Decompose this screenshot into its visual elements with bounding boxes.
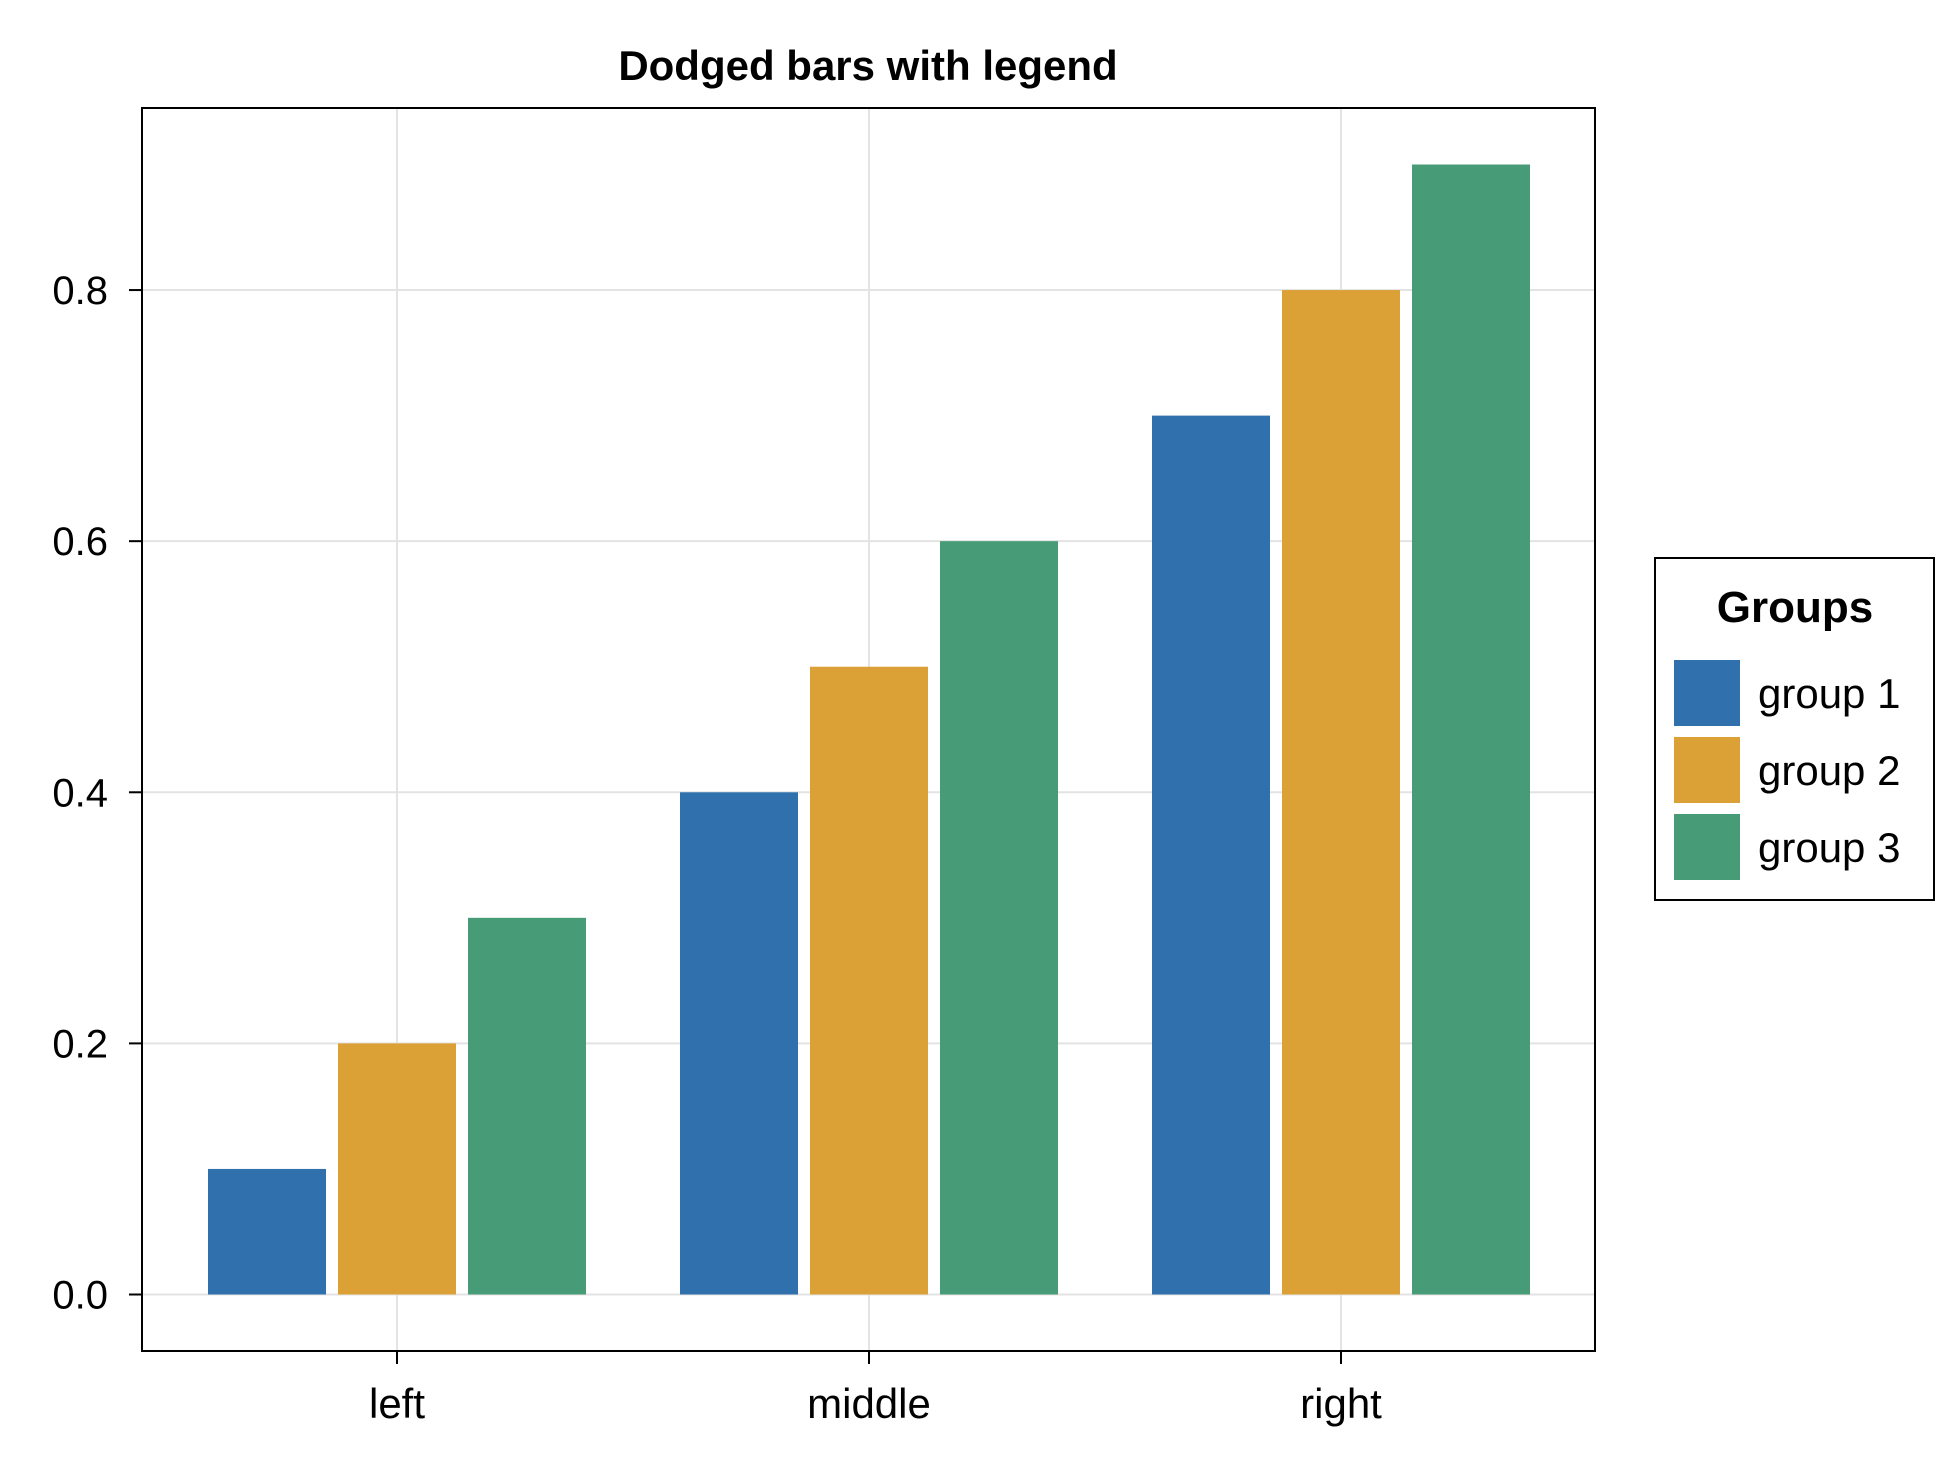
bar-group-1-middle	[680, 792, 798, 1295]
bar-group-3-right	[1412, 164, 1530, 1295]
legend-swatch	[1674, 737, 1740, 803]
bar-group-2-right	[1282, 290, 1400, 1295]
x-tick-label: right	[1300, 1380, 1382, 1427]
y-tick-label: 0.0	[52, 1274, 108, 1318]
bar-group-3-left	[468, 917, 586, 1295]
chart-title: Dodged bars with legend	[618, 42, 1117, 89]
y-tick-label: 0.4	[52, 771, 108, 815]
x-axis: left middle right	[369, 1351, 1382, 1427]
bar-group-1-right	[1152, 415, 1270, 1295]
bar-group-1-left	[208, 1168, 326, 1295]
y-tick-label: 0.6	[52, 520, 108, 564]
y-tick-label: 0.2	[52, 1022, 108, 1066]
legend-label: group 1	[1758, 670, 1900, 717]
legend-swatch	[1674, 814, 1740, 880]
bar-group-2-left	[338, 1043, 456, 1295]
legend-label: group 3	[1758, 824, 1900, 871]
legend-swatch	[1674, 660, 1740, 726]
bar-group-2-middle	[810, 666, 928, 1295]
legend-title: Groups	[1717, 583, 1873, 632]
legend-label: group 2	[1758, 747, 1900, 794]
bar-group-3-middle	[940, 541, 1058, 1295]
x-tick-label: left	[369, 1380, 425, 1427]
x-tick-label: middle	[807, 1380, 931, 1427]
y-axis: 0.0 0.2 0.4 0.6 0.8	[52, 269, 142, 1318]
bars	[208, 164, 1530, 1295]
legend-items: group 1 group 2 group 3	[1674, 660, 1900, 880]
y-tick-label: 0.8	[52, 269, 108, 313]
legend: Groups group 1 group 2 group 3	[1654, 557, 1935, 901]
